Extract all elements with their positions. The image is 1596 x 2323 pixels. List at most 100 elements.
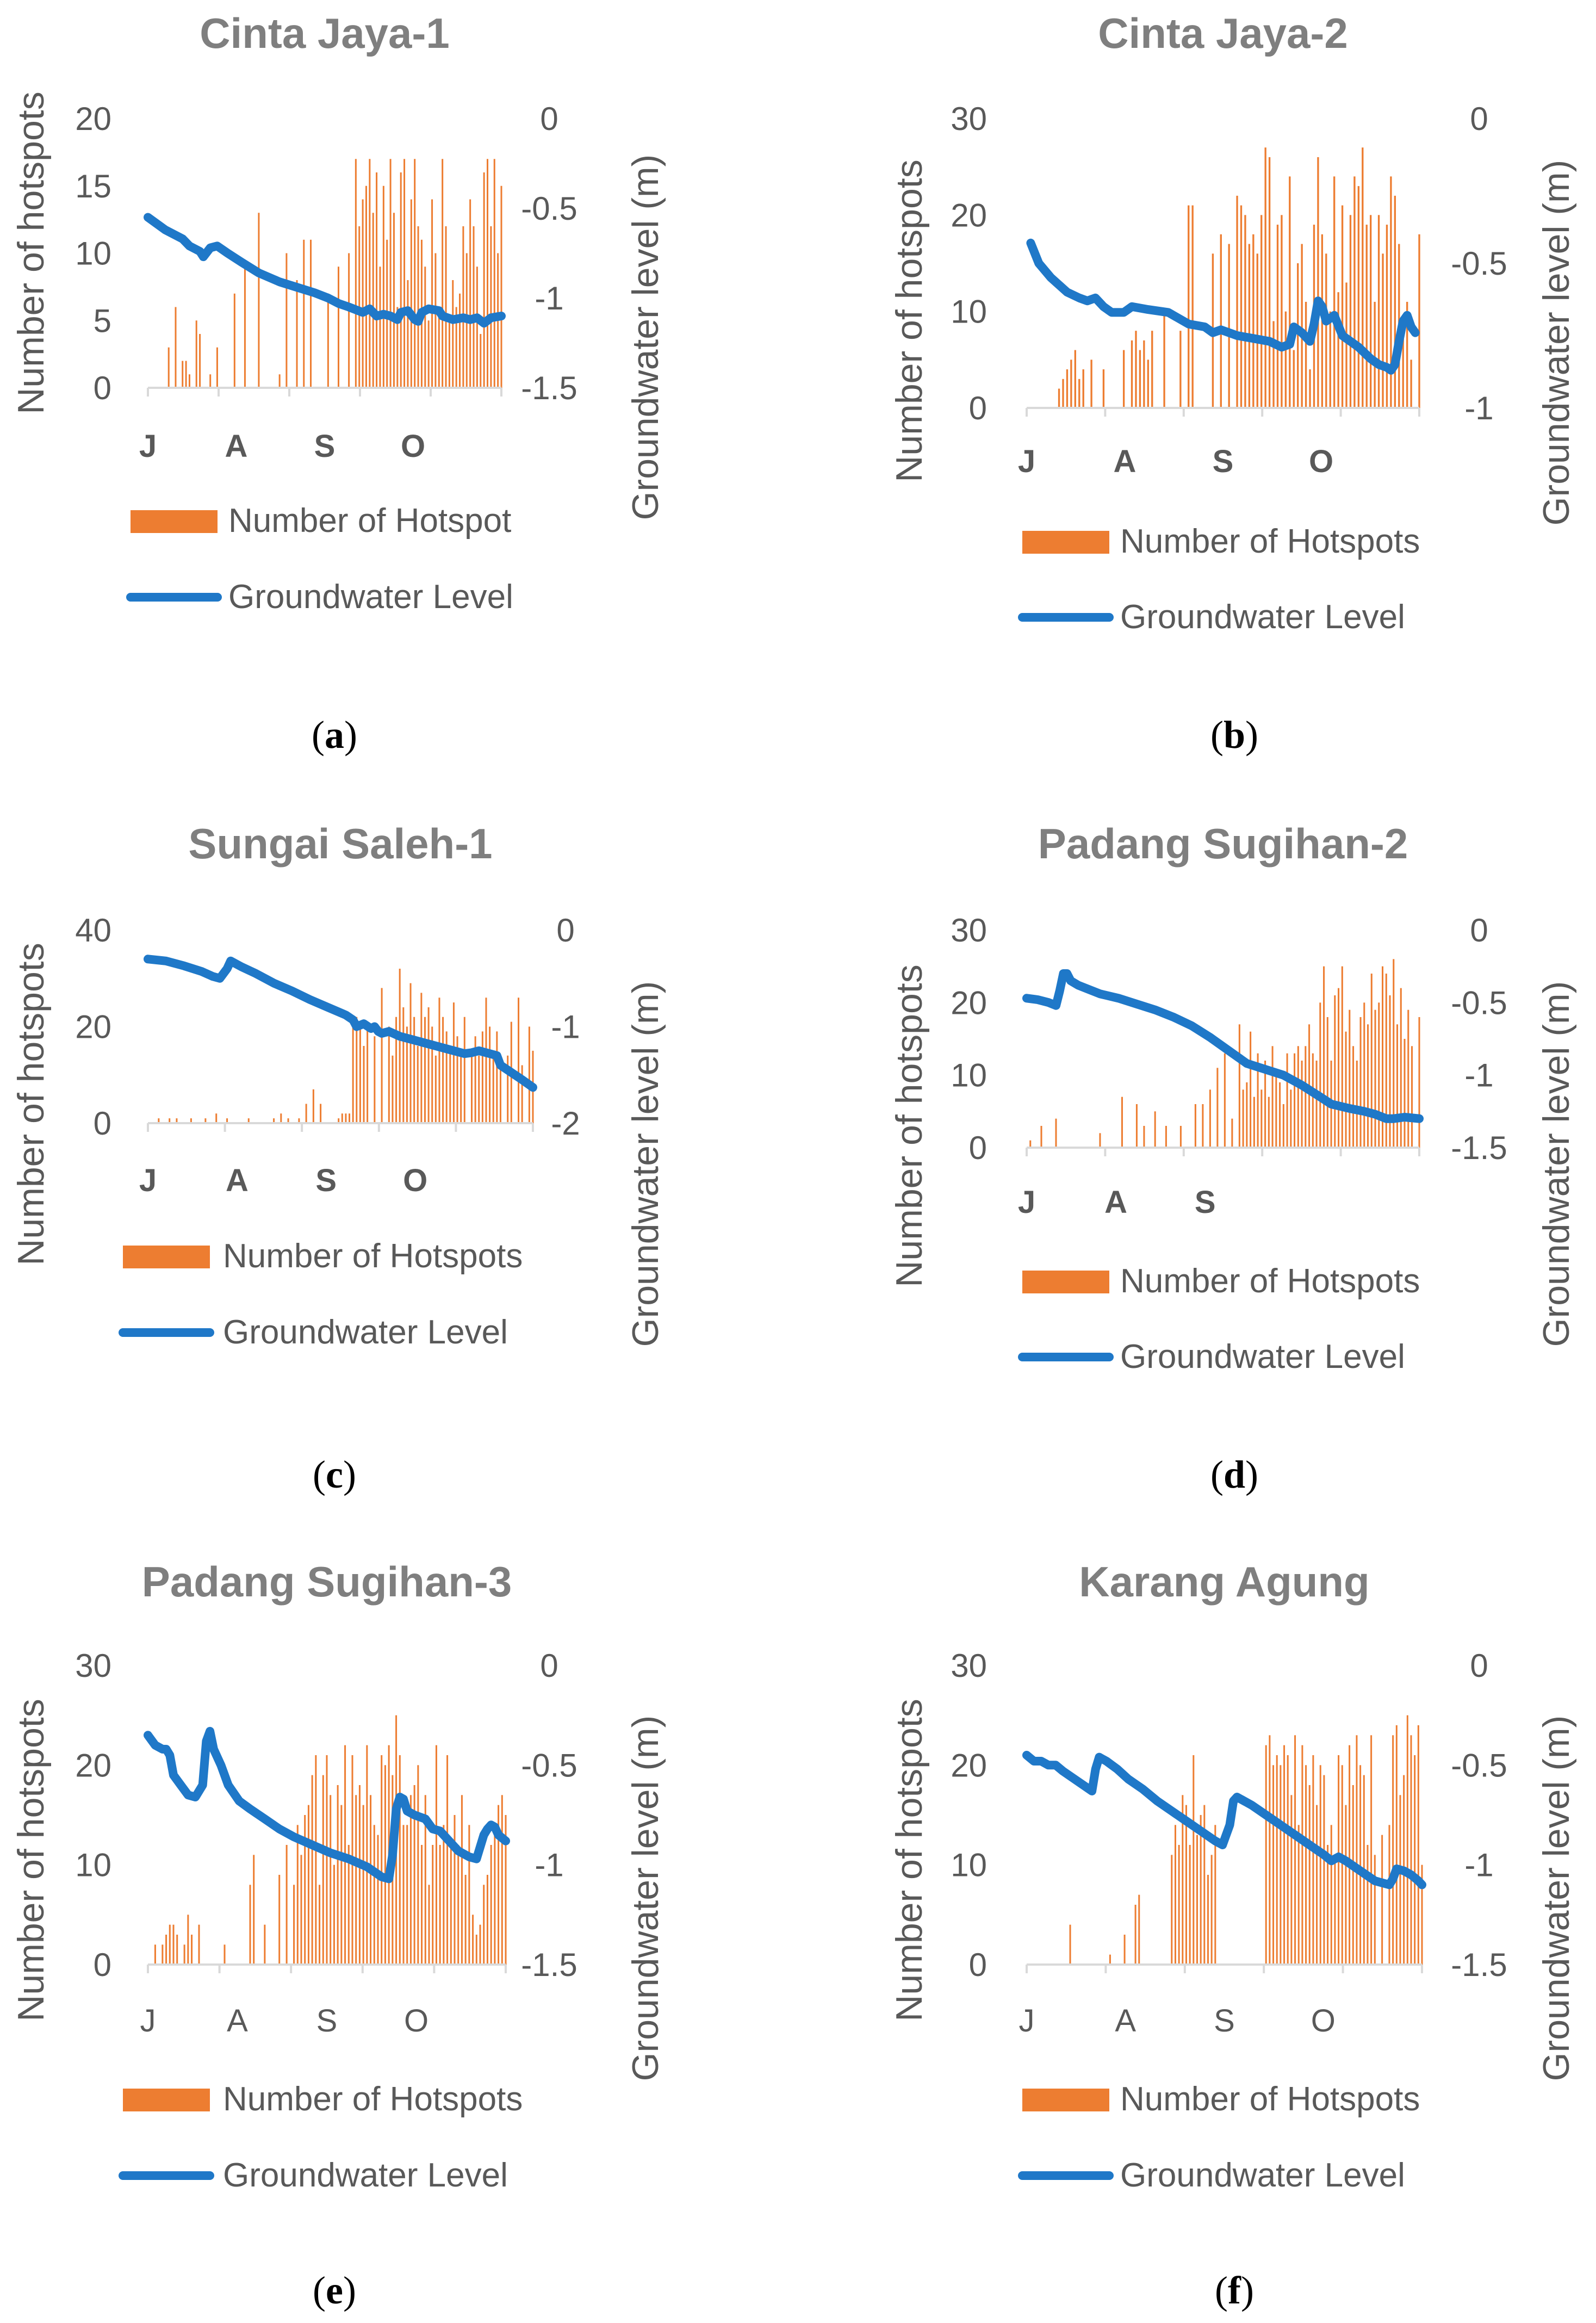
legend-swatch-hotspots-b: [1022, 531, 1109, 554]
bar-d-7: [1154, 1111, 1156, 1148]
bar-c-17: [345, 1113, 347, 1123]
bar-d-24: [1268, 1097, 1270, 1148]
x-month-label-c-3: O: [403, 1163, 427, 1198]
bar-b-48: [1337, 292, 1339, 408]
bar-b-2: [1066, 369, 1069, 408]
y-tick-b-3: 30: [951, 101, 987, 137]
bar-b-18: [1188, 205, 1190, 408]
bar-a-13: [285, 253, 288, 388]
bar-b-12: [1139, 350, 1141, 408]
bar-b-15: [1151, 331, 1153, 408]
bar-f-55: [1406, 1715, 1408, 1965]
bar-d-44: [1341, 966, 1343, 1148]
bar-a-22: [362, 199, 364, 388]
bar-f-59: [1421, 1864, 1423, 1965]
bar-d-59: [1396, 1024, 1399, 1148]
bar-a-20: [355, 159, 357, 388]
bar-c-25: [381, 988, 383, 1123]
bar-e-31: [347, 1845, 350, 1965]
bar-d-30: [1290, 1089, 1292, 1148]
bar-b-52: [1353, 176, 1356, 408]
legend-label-groundwater-a: Groundwater Level: [228, 578, 513, 616]
y2-tick-e-1: -1: [535, 1847, 563, 1884]
y-tick-a-0: 0: [94, 370, 111, 406]
bar-e-23: [319, 1885, 321, 1965]
bar-d-16: [1238, 1024, 1240, 1148]
bar-d-31: [1294, 1053, 1296, 1148]
bar-f-10: [1189, 1845, 1191, 1965]
bar-d-56: [1385, 974, 1387, 1148]
bar-f-18: [1265, 1745, 1267, 1965]
bar-f-34: [1323, 1775, 1325, 1965]
bar-c-57: [507, 1055, 509, 1123]
bar-b-59: [1382, 253, 1384, 408]
bar-c-51: [481, 1031, 483, 1123]
bar-d-48: [1356, 1061, 1358, 1148]
legend-label-hotspots-b: Number of Hotspots: [1120, 523, 1420, 560]
bar-e-9: [198, 1924, 200, 1965]
bar-c-1: [169, 1118, 171, 1123]
bar-a-11: [258, 213, 260, 388]
bar-e-26: [330, 1795, 332, 1965]
chart-title-b: Cinta Jaya-2: [1098, 9, 1348, 57]
y2-axis-title-c: Groundwater level (m): [625, 981, 666, 1347]
x-month-label-a-2: S: [314, 429, 336, 464]
bar-b-58: [1377, 215, 1380, 408]
bar-a-57: [483, 172, 485, 388]
bar-c-32: [409, 983, 412, 1123]
bar-e-68: [483, 1885, 485, 1965]
bar-f-50: [1388, 1825, 1390, 1965]
bar-d-6: [1143, 1126, 1145, 1148]
bar-d-17: [1242, 1089, 1244, 1148]
bar-c-47: [463, 1017, 465, 1123]
bar-f-23: [1283, 1745, 1286, 1965]
bar-e-52: [424, 1795, 426, 1965]
caption-letter-f: f: [1228, 2269, 1241, 2312]
caption-close-paren-a: ): [344, 713, 357, 757]
caption-letter-d: d: [1224, 1453, 1245, 1496]
bar-c-30: [402, 1007, 405, 1123]
y2-tick-a-1: -1: [535, 280, 563, 317]
y-tick-f-0: 0: [969, 1947, 987, 1983]
bar-a-35: [407, 280, 409, 388]
bar-d-47: [1352, 1046, 1355, 1148]
bar-d-11: [1202, 1104, 1204, 1148]
bar-a-24: [369, 159, 371, 388]
bar-a-59: [490, 226, 492, 388]
bar-e-50: [417, 1765, 419, 1965]
bar-e-6: [183, 1944, 185, 1965]
y-axis-title-a: Number of hotspots: [10, 91, 52, 414]
chart-title-a: Cinta Jaya-1: [200, 9, 450, 57]
bar-d-45: [1345, 1031, 1347, 1148]
legend-label-hotspots-d: Number of Hotspots: [1120, 1262, 1420, 1300]
y2-tick-d-1: -1: [1464, 1057, 1493, 1094]
bar-a-16: [310, 239, 312, 388]
bar-c-24: [374, 1036, 376, 1123]
bar-c-18: [349, 1113, 351, 1123]
bar-c-28: [395, 1017, 398, 1123]
bar-e-67: [479, 1924, 481, 1965]
bar-b-49: [1341, 205, 1344, 408]
y2-axis-title-a: Groundwater level (m): [625, 154, 666, 521]
bar-b-3: [1070, 360, 1072, 408]
bar-c-60: [521, 1065, 523, 1123]
bar-a-44: [438, 307, 440, 388]
bar-d-10: [1194, 1104, 1196, 1148]
bar-c-52: [485, 998, 487, 1123]
bar-e-21: [311, 1775, 313, 1965]
bar-b-53: [1357, 186, 1360, 408]
bar-c-54: [492, 1055, 494, 1123]
caption-close-paren-b: ): [1245, 713, 1258, 757]
legend-swatch-hotspots-c: [123, 1246, 210, 1268]
bar-c-3: [190, 1118, 192, 1123]
legend-label-hotspots-f: Number of Hotspots: [1120, 2080, 1420, 2118]
bar-c-8: [273, 1118, 275, 1123]
bar-c-15: [338, 1118, 340, 1123]
bar-d-51: [1367, 1024, 1369, 1148]
bar-f-2: [1123, 1935, 1126, 1965]
bar-d-20: [1253, 1097, 1255, 1148]
bar-a-18: [337, 267, 339, 388]
bar-e-16: [293, 1885, 295, 1965]
legend-swatch-hotspots-d: [1022, 1271, 1109, 1293]
bar-b-14: [1147, 360, 1149, 408]
